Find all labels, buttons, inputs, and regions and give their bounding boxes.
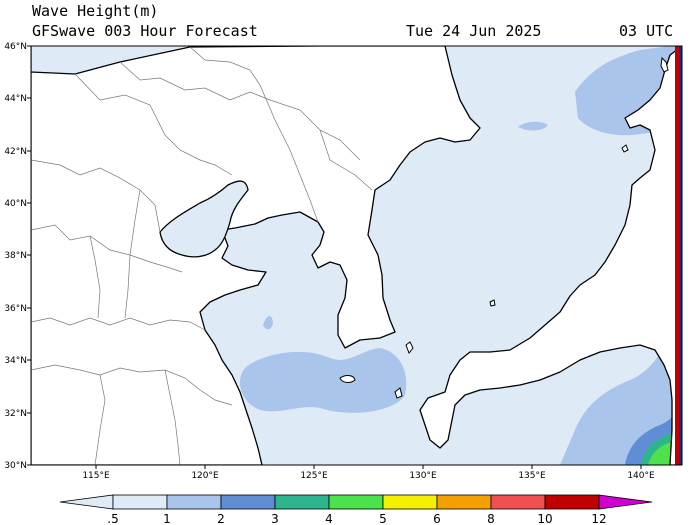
colorbar: .5 1 2 3 4 5 6 8 10 12 (59, 494, 653, 525)
lat-label: 34°N (4, 356, 27, 366)
edge-strip-blue (679, 46, 682, 465)
mainland-land (31, 46, 481, 465)
map-area (31, 46, 682, 465)
forecast-time: 03 UTC (619, 22, 674, 40)
colorbar-cell (436, 494, 492, 510)
island-sakhalin (660, 56, 669, 73)
colorbar-cell (544, 494, 600, 510)
colorbar-label: 3 (271, 512, 279, 525)
lon-label: 125°E (300, 471, 328, 481)
lat-label: 46°N (4, 42, 27, 52)
colorbar-cell (382, 494, 438, 510)
colorbar-label: 10 (537, 512, 552, 525)
lat-labels: 30°N 32°N 34°N 36°N 38°N 40°N 42°N 44°N … (4, 42, 27, 471)
colorbar-label: 12 (591, 512, 606, 525)
colorbar-cell (166, 494, 222, 510)
province-borders (31, 46, 373, 465)
lon-labels: 115°E 120°E 125°E 130°E 135°E 140°E (82, 471, 655, 481)
colorbar-cell (598, 494, 653, 510)
forecast-subtitle: GFSwave 003 Hour Forecast (32, 22, 258, 40)
japan-land (419, 46, 682, 465)
lat-label: 40°N (4, 199, 27, 209)
colorbar-cell (220, 494, 276, 510)
map-title: Wave Height(m) (32, 2, 159, 20)
bohai-sea (159, 180, 249, 258)
lon-label: 140°E (627, 471, 655, 481)
colorbar-cell (274, 494, 330, 510)
colorbar-label: 4 (325, 512, 333, 525)
colorbar-label: 1 (163, 512, 171, 525)
lon-label: 115°E (82, 471, 110, 481)
lat-ticks (27, 45, 31, 466)
lon-label: 120°E (191, 471, 219, 481)
colorbar-cell (112, 494, 168, 510)
lat-label: 30°N (4, 461, 27, 471)
colorbar-label: 6 (433, 512, 441, 525)
lon-label: 135°E (518, 471, 546, 481)
lat-label: 32°N (4, 409, 27, 419)
edge-strip-red (675, 46, 679, 465)
colorbar-cell (59, 494, 114, 510)
colorbar-cell (328, 494, 384, 510)
lat-label: 44°N (4, 94, 27, 104)
lat-label: 36°N (4, 304, 27, 314)
lon-label: 130°E (409, 471, 437, 481)
colorbar-cell (490, 494, 546, 510)
colorbar-label: .5 (107, 512, 118, 525)
colorbar-label: 5 (379, 512, 387, 525)
lon-ticks (95, 465, 642, 469)
colorbar-label: 2 (217, 512, 225, 525)
small-islands (339, 144, 629, 399)
lat-label: 42°N (4, 147, 27, 157)
colorbar-label: 8 (487, 512, 495, 525)
forecast-date: Tue 24 Jun 2025 (406, 22, 542, 40)
wave-zones-1-2m (187, 46, 682, 465)
lat-label: 38°N (4, 251, 27, 261)
